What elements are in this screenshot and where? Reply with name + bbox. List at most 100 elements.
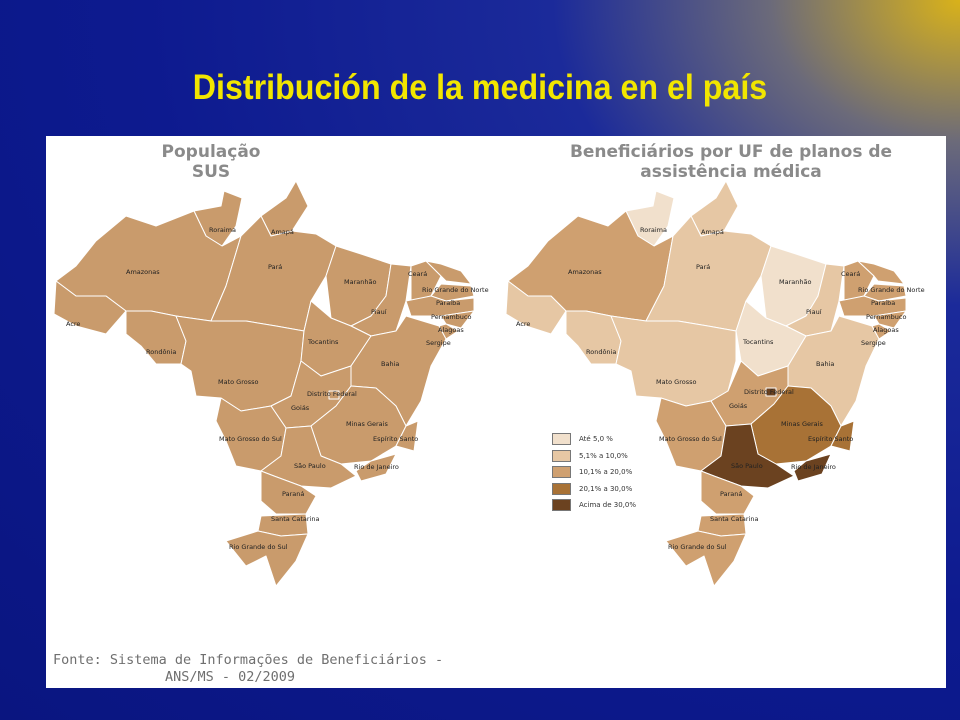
legend-swatch xyxy=(552,466,571,478)
label-para: Pará xyxy=(268,263,282,271)
map-sus-title-line1: População xyxy=(161,142,261,162)
legend-label: Acima de 30,0% xyxy=(579,501,637,509)
state-mato-grosso xyxy=(175,315,305,412)
label-alagoas: Alagoas xyxy=(438,326,464,334)
label-pernambuco: Pernambuco xyxy=(431,313,471,321)
label-parana: Paraná xyxy=(282,490,304,498)
label-tocantins: Tocantins xyxy=(742,338,774,346)
state-rs xyxy=(665,530,747,587)
label-roraima: Roraima xyxy=(640,226,667,234)
state-mato-grosso xyxy=(610,315,737,407)
slide-title: Distribución de la medicina en el país xyxy=(192,68,768,107)
label-acre: Acre xyxy=(66,320,80,328)
label-paraiba: Paraíba xyxy=(436,299,460,307)
map-legend: Até 5,0 % 5,1% a 10,0% 10,1% a 20,0% 20,… xyxy=(552,432,636,515)
label-sc: Santa Catarina xyxy=(271,515,319,523)
state-rs xyxy=(225,530,309,587)
label-ms: Mato Grosso do Sul xyxy=(219,435,282,443)
state-es xyxy=(830,420,855,452)
label-minas: Minas Gerais xyxy=(781,420,823,428)
state-sp xyxy=(260,425,357,489)
map-beneficiarios-title: Beneficiários por UF de planos de assist… xyxy=(541,142,921,182)
state-pernambuco xyxy=(838,295,907,317)
label-goias: Goiás xyxy=(291,404,310,412)
map-beneficiarios-title-line1: Beneficiários por UF de planos de xyxy=(569,142,893,162)
state-parana xyxy=(700,470,755,515)
label-tocantins: Tocantins xyxy=(307,338,339,346)
label-minas: Minas Gerais xyxy=(346,420,388,428)
legend-item: Até 5,0 % xyxy=(552,432,636,446)
label-piaui: Piauí xyxy=(806,308,822,316)
label-bahia: Bahia xyxy=(381,360,399,368)
label-rj: Rio de Janeiro xyxy=(791,463,836,471)
label-ceara: Ceará xyxy=(408,270,427,278)
state-alagoas xyxy=(440,310,475,329)
label-es: Espírito Santo xyxy=(808,435,853,443)
state-es xyxy=(395,420,419,452)
map-beneficiarios-title-line2: assistência médica xyxy=(640,162,822,182)
legend-item: Acima de 30,0% xyxy=(552,498,636,512)
label-amazonas: Amazonas xyxy=(568,268,602,276)
label-rgn: Rio Grande do Norte xyxy=(422,286,489,294)
maps-panel: Roraima Amapá Amazonas Pará Acre Maranhã… xyxy=(46,136,946,688)
label-parana: Paraná xyxy=(720,490,742,498)
label-sc: Santa Catarina xyxy=(710,515,758,523)
label-maranhao: Maranhão xyxy=(344,278,376,286)
label-rondonia: Rondônia xyxy=(146,348,176,356)
legend-swatch xyxy=(552,482,571,495)
legend-swatch xyxy=(552,499,571,511)
map-sus-title-line2: SUS xyxy=(191,162,231,182)
label-paraiba: Paraíba xyxy=(871,299,895,307)
label-ms: Mato Grosso do Sul xyxy=(659,435,722,443)
map-beneficiarios: Roraima Amapá Amazonas Pará Acre Maranhã… xyxy=(505,180,925,587)
label-sergipe: Sergipe xyxy=(861,339,886,347)
state-acre xyxy=(53,280,127,335)
legend-swatch xyxy=(552,433,571,445)
label-rs: Rio Grande do Sul xyxy=(229,543,288,551)
legend-label: 10,1% a 20,0% xyxy=(579,468,633,476)
state-pernambuco xyxy=(405,295,475,317)
legend-label: 20,1% a 30,0% xyxy=(579,484,633,493)
state-df xyxy=(328,390,340,400)
legend-swatch xyxy=(552,449,571,462)
label-sergipe: Sergipe xyxy=(426,339,451,347)
state-ceara xyxy=(410,260,442,302)
state-ceara xyxy=(843,260,875,302)
label-rondonia: Rondônia xyxy=(586,348,616,356)
label-goias: Goiás xyxy=(729,402,748,410)
legend-item: 5,1% a 10,0% xyxy=(552,449,636,463)
state-parana xyxy=(260,470,317,515)
legend-label: Até 5,0 % xyxy=(579,435,613,443)
state-alagoas xyxy=(873,310,907,329)
label-mato-grosso: Mato Grosso xyxy=(218,378,258,386)
label-rs: Rio Grande do Sul xyxy=(668,543,727,551)
state-acre xyxy=(505,280,567,335)
label-amapa: Amapá xyxy=(701,228,724,236)
label-sp: São Paulo xyxy=(731,462,763,470)
label-es: Espírito Santo xyxy=(373,435,418,443)
label-sp: São Paulo xyxy=(294,462,326,470)
state-sp xyxy=(700,423,795,489)
label-ceara: Ceará xyxy=(841,270,860,278)
label-roraima: Roraima xyxy=(209,226,236,234)
label-amazonas: Amazonas xyxy=(126,268,160,276)
label-pernambuco: Pernambuco xyxy=(866,313,906,321)
source-line2: ANS/MS - 02/2009 xyxy=(165,669,296,685)
label-df: Distrito Federal xyxy=(744,388,794,396)
legend-label: 5,1% a 10,0% xyxy=(579,451,628,460)
map-sus: Roraima Amapá Amazonas Pará Acre Maranhã… xyxy=(53,180,489,587)
state-rgn xyxy=(857,260,905,285)
label-rj: Rio de Janeiro xyxy=(354,463,399,471)
label-piaui: Piauí xyxy=(371,308,387,316)
label-mato-grosso: Mato Grosso xyxy=(656,378,696,386)
legend-item: 10,1% a 20,0% xyxy=(552,465,636,479)
label-alagoas: Alagoas xyxy=(873,326,899,334)
state-rj xyxy=(793,453,832,482)
label-maranhao: Maranhão xyxy=(779,278,811,286)
label-df: Distrito Federal xyxy=(307,390,357,398)
label-para: Pará xyxy=(696,263,710,271)
map-sus-title: População SUS xyxy=(141,142,281,182)
label-rgn: Rio Grande do Norte xyxy=(858,286,925,294)
label-bahia: Bahia xyxy=(816,360,834,368)
label-amapa: Amapá xyxy=(271,228,294,236)
